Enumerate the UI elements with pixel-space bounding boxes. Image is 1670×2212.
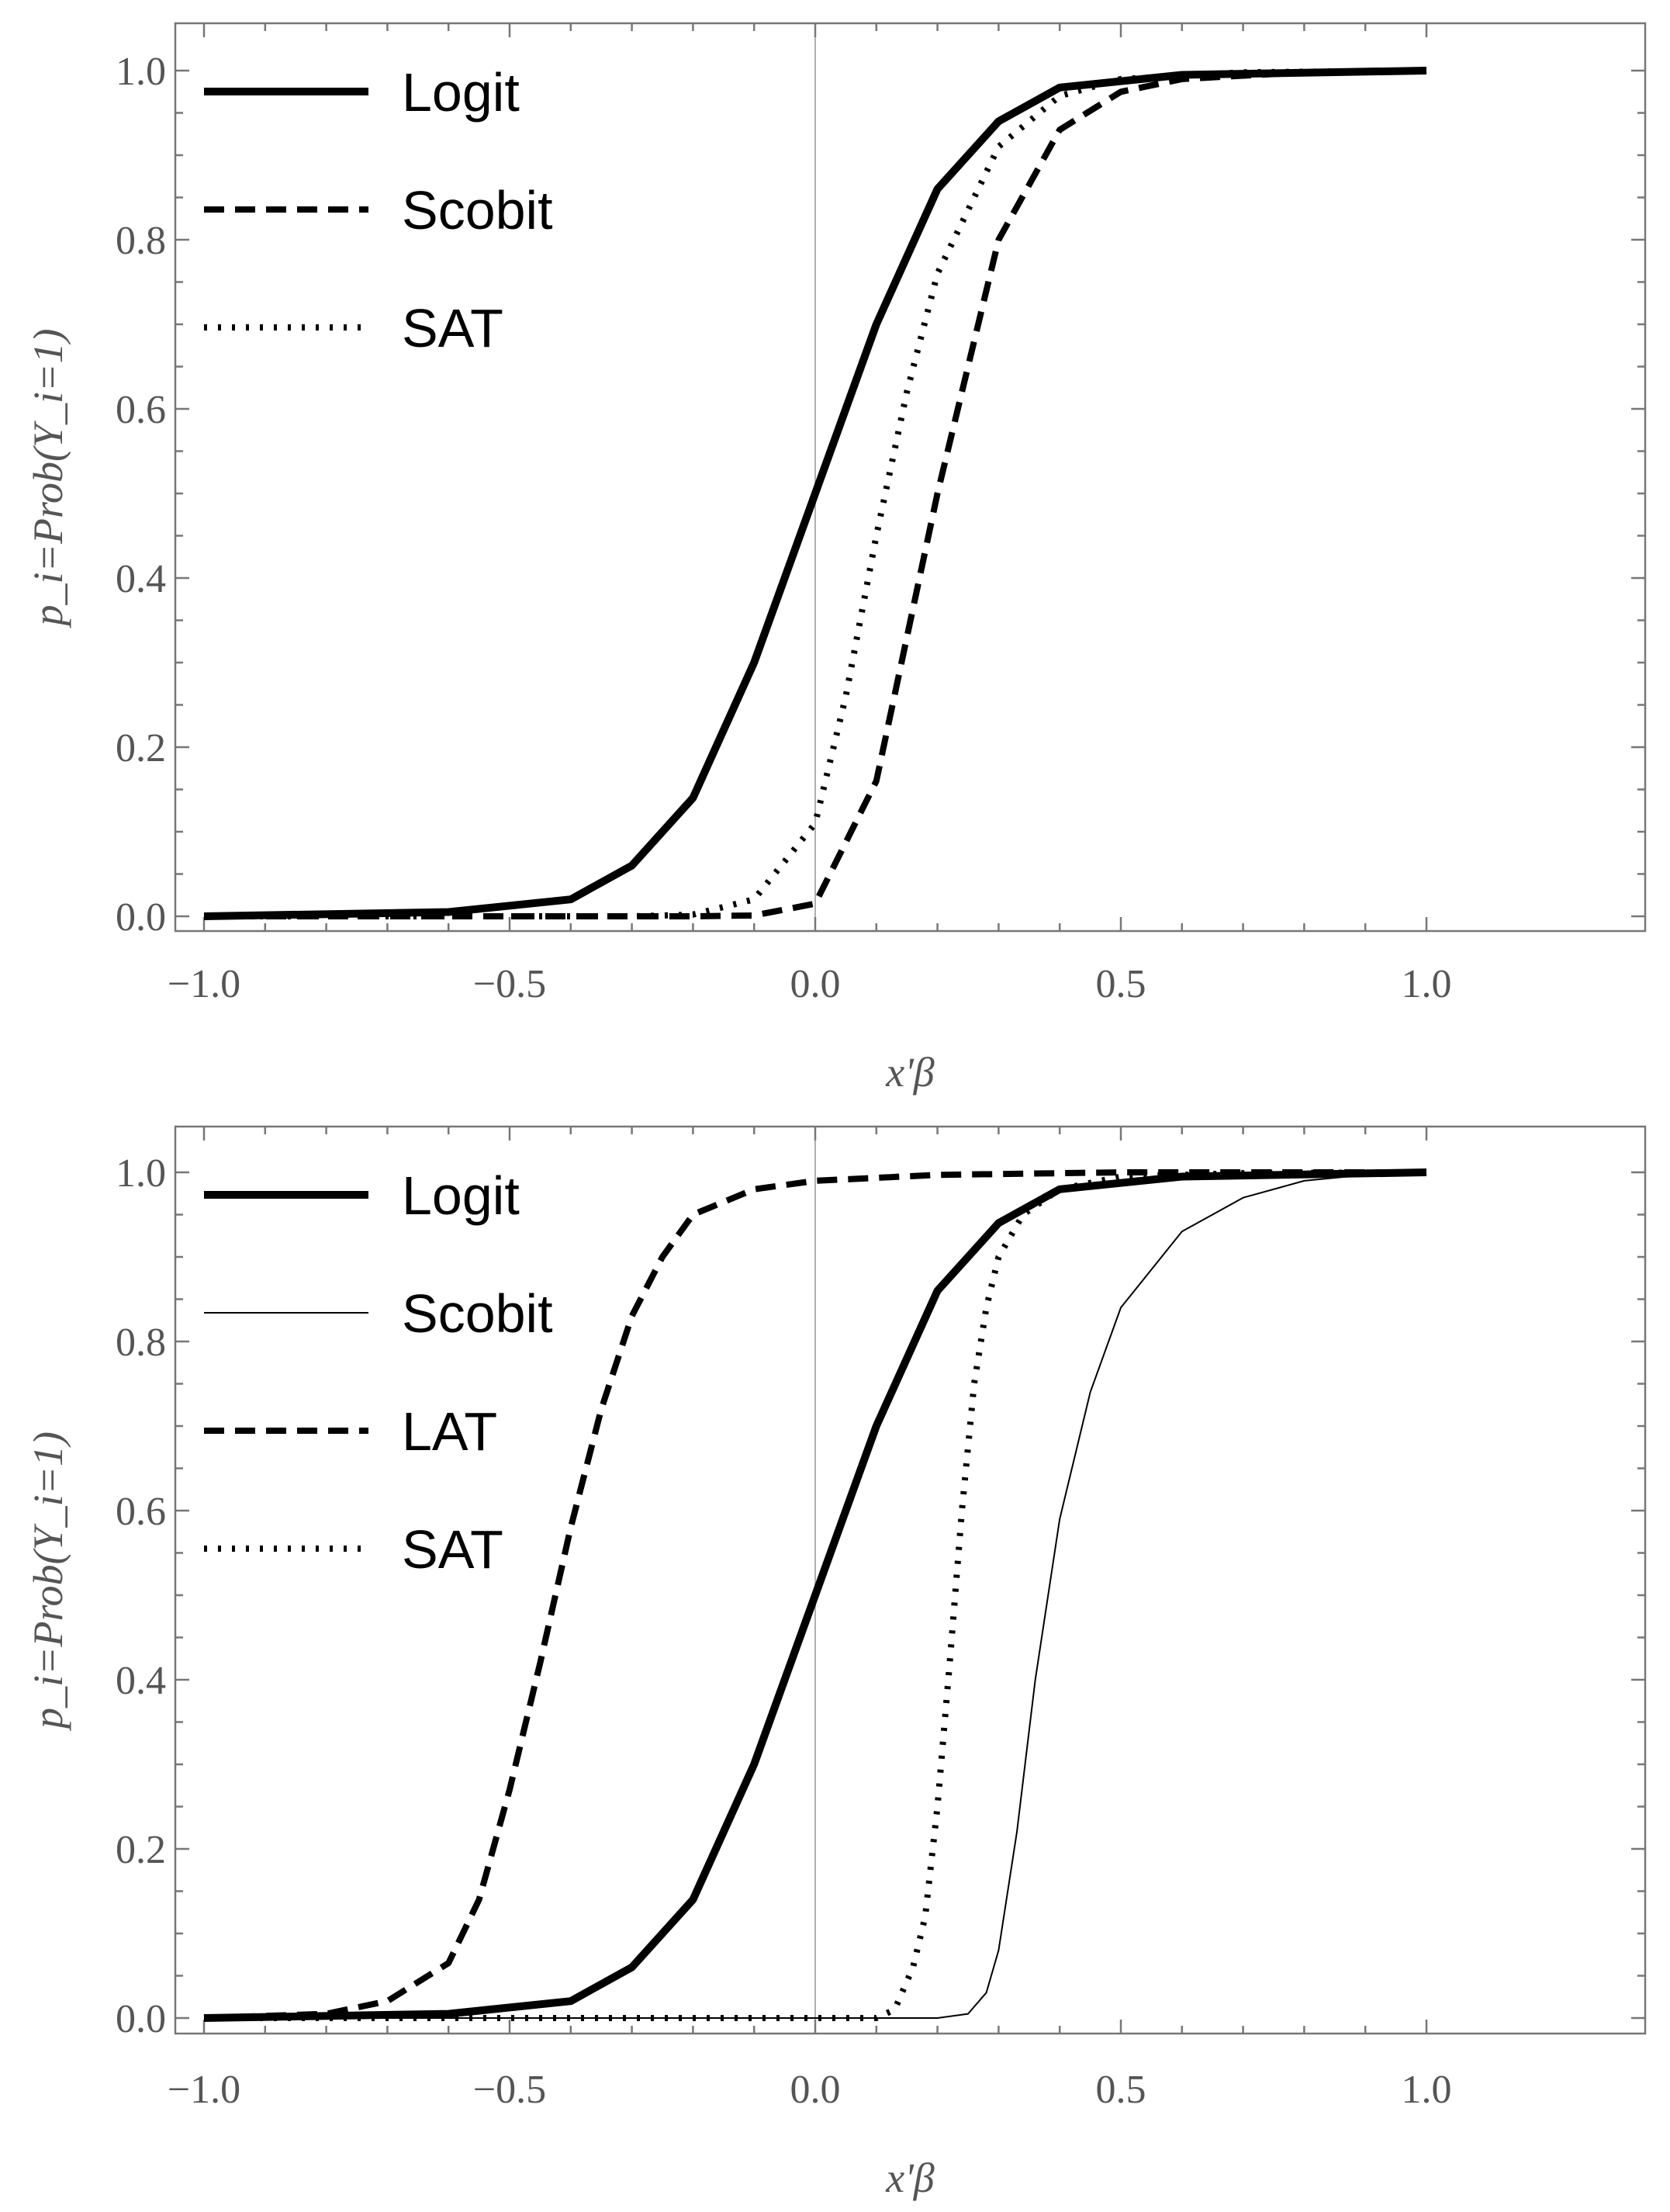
chart-panel-2: −1.0 −0.5 0.0 0.5 1.0 0.0 0.2 0.4 0.6 0.8 1.0 x'β p_… [25, 1125, 1647, 2201]
y-axis-title: p_i=Prob(Y_i=1) [25, 329, 71, 629]
plot-frame [174, 1125, 1647, 2035]
series-line-logit [203, 1168, 1427, 2022]
series-line-scobit [204, 1172, 1427, 2019]
x-tick-label: 0.5 [1096, 962, 1146, 1006]
chart-panel-1: −1.0 −0.5 0.0 0.5 1.0 0.0 0.2 0.4 0.6 0.8 1.0 x'β p_… [25, 22, 1647, 1096]
y-tick-label: 0.0 [116, 1997, 166, 2041]
x-tick-label: 1.0 [1402, 962, 1452, 1006]
legend-label-scobit: Scobit [402, 180, 553, 241]
y-tick-label: 0.4 [116, 1659, 166, 1703]
x-tick-label: 0.5 [1096, 2068, 1146, 2112]
legend-label-logit: Logit [402, 1165, 520, 1226]
y-tick-label: 0.6 [116, 388, 166, 432]
legend-label-lat: LAT [402, 1401, 497, 1462]
y-tick-label: 0.0 [116, 895, 166, 940]
y-tick-label: 0.8 [116, 1321, 166, 1365]
y-axis-title: p_i=Prob(Y_i=1) [25, 1431, 71, 1732]
series-line-scobit [204, 68, 1427, 919]
y-tick-label: 1.0 [116, 50, 166, 94]
y-tick-label: 0.2 [116, 726, 166, 770]
y-tick-label: 1.0 [116, 1151, 166, 1196]
legend-label-sat: SAT [402, 298, 503, 358]
y-tick-label: 0.6 [116, 1490, 166, 1534]
series-line-lat [203, 1169, 1426, 2021]
legend-label-logit: Logit [402, 62, 520, 123]
y-tick-label: 0.2 [116, 1828, 166, 1872]
x-tick-label: −1.0 [168, 2068, 240, 2112]
x-axis-title: x'β [885, 2155, 935, 2201]
x-tick-label: 0.0 [790, 962, 841, 1006]
x-tick-label: −0.5 [473, 962, 546, 1006]
x-tick-label: 0.0 [790, 2068, 841, 2112]
y-tick-label: 0.4 [116, 557, 166, 601]
x-tick-label: 1.0 [1402, 2068, 1452, 2112]
plot-frame [174, 22, 1647, 933]
x-tick-label: −0.5 [473, 2068, 546, 2112]
x-axis-title: x'β [885, 1049, 935, 1096]
series-line-logit [203, 67, 1427, 920]
y-tick-label: 0.8 [116, 219, 166, 263]
legend-label-scobit: Scobit [402, 1283, 553, 1344]
legend-label-sat: SAT [402, 1519, 503, 1580]
x-tick-label: −1.0 [168, 962, 240, 1006]
series-line-sat [204, 1169, 1427, 2021]
